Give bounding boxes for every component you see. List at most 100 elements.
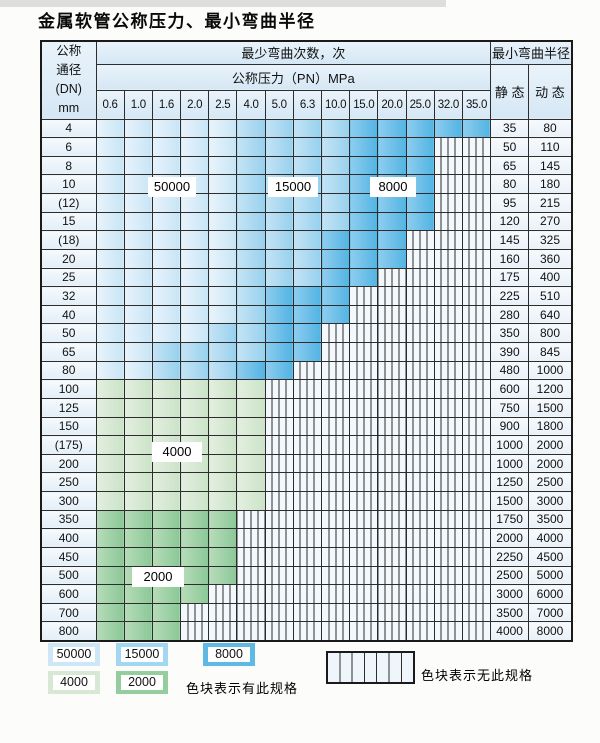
static-radius-cell: 1000 [490,435,530,455]
cycles-15000-cell [180,342,210,362]
table-body: 4 35 80 6 50 110 8 65 145 10 80 180 (12) 95 215 15 120 27… [40,118,573,641]
no-spec-cell [405,602,435,623]
no-spec-cell [208,584,238,604]
no-spec-cell [433,453,463,474]
cycles-2000-cell [123,602,153,623]
dn-cell: 32 [40,286,97,306]
dn-cell: 50 [40,323,97,343]
region-label-15000: 15000 [268,177,318,197]
region-label-8000: 8000 [370,177,416,197]
cycles-15000-cell [264,155,294,176]
cycles-50000-cell [208,267,238,288]
no-spec-cell [349,621,379,641]
no-spec-cell [405,546,435,567]
cycles-4000-cell [151,472,182,492]
dynamic-radius-cell: 4000 [528,528,573,548]
cycles-8000-cell [349,155,379,176]
cycles-8000-cell [292,304,323,325]
table-row: 4 35 80 [40,118,573,139]
cycles-15000-cell [292,230,323,250]
no-spec-cell [377,584,407,604]
dynamic-radius-cell: 8000 [528,621,573,641]
no-spec-cell [320,323,351,343]
no-spec-cell [433,193,463,213]
no-spec-cell [292,491,323,511]
cycles-8000-cell [264,286,294,306]
cycles-50000-cell [95,323,125,343]
table-row: 15 120 270 [40,211,573,232]
no-spec-cell [377,565,407,586]
cycles-50000-cell [123,248,153,269]
cycles-8000-cell [405,211,435,232]
no-spec-cell [292,621,323,641]
no-spec-cell [461,137,492,157]
cycles-50000-cell [95,304,125,325]
cycles-50000-cell [208,137,238,157]
no-spec-cell [236,565,266,586]
dn-cell: 65 [40,342,97,362]
no-spec-cell [461,584,492,604]
cycles-50000-cell [95,230,125,250]
cycles-50000-cell [95,137,125,157]
no-spec-cell [377,453,407,474]
cycles-15000-cell [320,137,351,157]
cycles-50000-cell [123,304,153,325]
cycles-4000-cell [180,472,210,492]
cycles-2000-cell [151,602,182,623]
no-spec-cell [433,286,463,306]
no-spec-cell [236,621,266,641]
no-spec-cell [349,453,379,474]
dynamic-radius-cell: 3000 [528,491,573,511]
header-row-1: 公称 通径 (DN) mm 最少弯曲次数，次 最小弯曲半径 [40,40,573,120]
table-row: 300 1500 3000 [40,491,573,511]
dynamic-radius-cell: 270 [528,211,573,232]
cycles-4000-cell [236,379,266,399]
no-spec-cell [349,286,379,306]
cycles-4000-cell [208,472,238,492]
cycles-2000-cell [123,509,153,530]
pressure-bend-table: 公称 通径 (DN) mm 最少弯曲次数，次 最小弯曲半径 公称压力（PN）MP… [40,40,573,642]
table-row: 450 2250 4500 [40,546,573,567]
no-spec-cell [320,621,351,641]
no-spec-cell [292,453,323,474]
no-spec-cell [461,248,492,269]
no-spec-cell [320,602,351,623]
region-label-2000: 2000 [132,567,184,587]
cycles-4000-cell [151,416,182,437]
dn-cell: 450 [40,546,97,567]
cycles-2000-cell [151,621,182,641]
static-radius-cell: 350 [490,323,530,343]
page-title: 金属软管公称压力、最小弯曲半径 [38,12,316,32]
no-spec-cell [264,602,294,623]
cycles-50000-cell [180,230,210,250]
static-radius-cell: 145 [490,230,530,250]
no-spec-cell [320,565,351,586]
cycles-2000-cell [123,546,153,567]
cycles-15000-cell [292,155,323,176]
spec-table: 公称 通径 (DN) mm 最少弯曲次数，次 最小弯曲半径 公称压力（PN）MP… [40,40,573,642]
cycles-4000-cell [208,453,238,474]
no-spec-cell [377,360,407,381]
pressure-tick: 1.6 [151,89,182,120]
no-spec-cell [320,342,351,362]
dn-cell: 600 [40,584,97,604]
cycles-50000-cell [180,323,210,343]
no-spec-cell [264,621,294,641]
region-label-4000: 4000 [152,442,202,462]
cycles-4000-cell [180,397,210,418]
no-spec-cell [320,509,351,530]
cycles-15000-cell [264,211,294,232]
cycles-8000-cell [349,118,379,139]
cycles-4000-cell [208,416,238,437]
cycles-4000-cell [95,416,125,437]
no-spec-cell [405,342,435,362]
cycles-15000-cell [320,174,351,194]
no-spec-cell [377,621,407,641]
cycles-4000-cell [95,453,125,474]
cycles-50000-cell [123,360,153,381]
cycles-50000-cell [151,304,182,325]
dn-cell: (175) [40,435,97,455]
static-radius-cell: 2250 [490,546,530,567]
no-spec-cell [433,230,463,250]
static-header: 静 态 [490,63,530,120]
